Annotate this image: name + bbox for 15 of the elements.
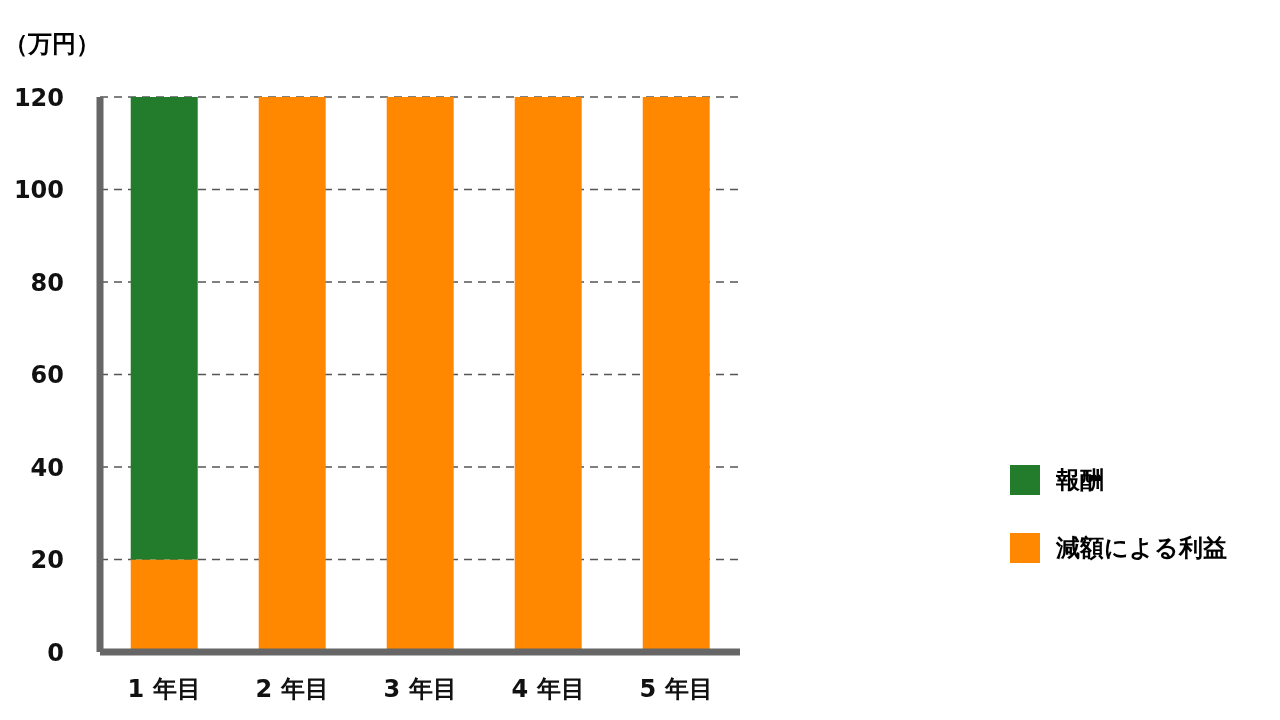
y-tick-label: 80 (30, 268, 64, 297)
x-tick-label: 4 年目 (511, 675, 585, 704)
y-tick-label: 100 (13, 176, 64, 205)
x-tick-label: 1 年目 (127, 675, 201, 704)
y-axis-title: （万円） (4, 29, 100, 60)
legend-label: 報酬 (1056, 465, 1104, 496)
y-tick-label: 20 (30, 546, 64, 575)
legend-label: 減額による利益 (1056, 533, 1227, 564)
y-tick-label: 60 (30, 361, 64, 390)
y-tick-label: 0 (47, 638, 64, 667)
x-tick-label: 3 年目 (383, 675, 457, 704)
y-tick-label: 120 (13, 83, 64, 112)
x-tick-label: 2 年目 (255, 675, 329, 704)
y-tick-label: 40 (30, 453, 64, 482)
x-tick-label: 5 年目 (639, 675, 713, 704)
